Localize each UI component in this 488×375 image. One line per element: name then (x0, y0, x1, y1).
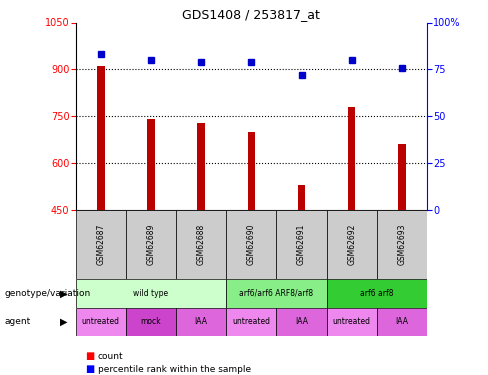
Bar (176, 308, 226, 336)
Text: IAA: IAA (395, 317, 408, 326)
Bar (76, 279, 226, 308)
Bar (126, 308, 176, 336)
Bar (377, 210, 427, 279)
Text: mock: mock (141, 317, 161, 326)
Bar (326, 210, 377, 279)
Bar (326, 308, 377, 336)
Text: GSM62687: GSM62687 (96, 224, 105, 266)
Bar (348, 107, 355, 210)
Text: agent: agent (5, 317, 31, 326)
Bar (398, 144, 406, 210)
Text: genotype/variation: genotype/variation (5, 289, 91, 298)
Bar (226, 210, 276, 279)
Bar (97, 66, 104, 210)
Text: GSM62689: GSM62689 (146, 224, 156, 266)
Bar (126, 210, 176, 279)
Text: GSM62692: GSM62692 (347, 224, 356, 266)
Text: untreated: untreated (232, 317, 270, 326)
Bar (76, 210, 126, 279)
Text: IAA: IAA (295, 317, 308, 326)
Title: GDS1408 / 253817_at: GDS1408 / 253817_at (183, 8, 320, 21)
Text: count: count (98, 352, 123, 361)
Text: arf6/arf6 ARF8/arf8: arf6/arf6 ARF8/arf8 (239, 289, 313, 298)
Bar (276, 308, 326, 336)
Bar (226, 279, 326, 308)
Bar (197, 123, 205, 210)
Text: IAA: IAA (195, 317, 207, 326)
Text: ■: ■ (85, 364, 95, 374)
Text: ▶: ▶ (60, 288, 67, 298)
Bar (377, 308, 427, 336)
Text: ■: ■ (85, 351, 95, 361)
Bar (76, 308, 126, 336)
Text: arf6 arf8: arf6 arf8 (360, 289, 393, 298)
Text: ▶: ▶ (60, 316, 67, 327)
Bar (226, 308, 276, 336)
Text: untreated: untreated (81, 317, 120, 326)
Bar (247, 132, 255, 210)
Bar (298, 185, 305, 210)
Bar (276, 210, 326, 279)
Text: GSM62693: GSM62693 (397, 224, 407, 266)
Text: GSM62688: GSM62688 (197, 224, 205, 266)
Bar (147, 119, 155, 210)
Text: GSM62690: GSM62690 (247, 224, 256, 266)
Text: GSM62691: GSM62691 (297, 224, 306, 266)
Bar (176, 210, 226, 279)
Text: percentile rank within the sample: percentile rank within the sample (98, 365, 251, 374)
Bar (326, 279, 427, 308)
Text: wild type: wild type (133, 289, 168, 298)
Text: untreated: untreated (333, 317, 371, 326)
